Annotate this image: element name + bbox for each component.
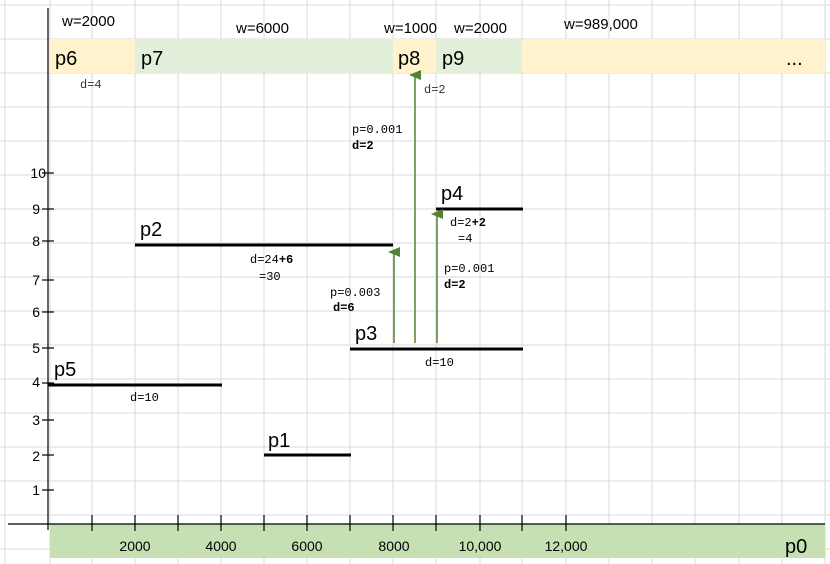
band-rest-cell bbox=[522, 39, 825, 73]
arrow-p2-d-value: d=6 bbox=[333, 301, 355, 315]
segment-p2-label: p2 bbox=[140, 219, 162, 241]
y-tick-label-7: 7 bbox=[32, 272, 40, 288]
x-tick-label-10000: 10,000 bbox=[459, 538, 502, 554]
y-tick-label-2: 2 bbox=[32, 448, 40, 464]
y-tick-label-8: 8 bbox=[32, 233, 40, 249]
y-tick-label-3: 3 bbox=[32, 412, 40, 428]
segment-p3-d-note: d=10 bbox=[425, 356, 454, 370]
segment-p1-label: p1 bbox=[268, 430, 290, 452]
p0-band bbox=[50, 524, 825, 558]
band-label-p9: p9 bbox=[442, 48, 464, 70]
segment-p4-d-note: d=2+2 bbox=[450, 216, 486, 230]
arrows: p=0.003 d=6 p=0.001 d=2 p=0.001 d=2 bbox=[330, 70, 494, 343]
arrow-p4-probability: p=0.001 bbox=[444, 262, 494, 276]
segment-p2-d-note: d=24+6 bbox=[250, 253, 293, 267]
band-p8-cell bbox=[393, 39, 436, 73]
segment-p3-label: p3 bbox=[355, 323, 377, 345]
width-label-rest: w=989,000 bbox=[563, 16, 638, 33]
y-tick-label-6: 6 bbox=[32, 304, 40, 320]
y-tick-label-1: 1 bbox=[32, 482, 40, 498]
band-label-p8: p8 bbox=[398, 48, 420, 70]
y-tick-label-10: 10 bbox=[30, 165, 46, 181]
y-tick-label-5: 5 bbox=[32, 340, 40, 356]
band-p9-cell bbox=[436, 39, 522, 73]
width-label-p8: w=1000 bbox=[383, 20, 437, 37]
y-tick-label-9: 9 bbox=[32, 201, 40, 217]
band-label-ellipsis: ... bbox=[786, 48, 803, 70]
segment-p4-label: p4 bbox=[441, 183, 463, 205]
band-p6-cell bbox=[50, 39, 135, 73]
segments: p1 p2 d=24+6 =30 p3 d=10 p4 d=2+2 =4 p5 … bbox=[48, 183, 523, 457]
width-label-p9: w=2000 bbox=[453, 20, 507, 37]
arrow-p8-d-value: d=2 bbox=[352, 139, 374, 153]
x-tick-label-8000: 8000 bbox=[378, 538, 409, 554]
band-p7-cell bbox=[135, 39, 393, 73]
x-tick-label-4000: 4000 bbox=[205, 538, 236, 554]
p0-label: p0 bbox=[785, 536, 807, 558]
arrow-p8-probability: p=0.001 bbox=[352, 123, 402, 137]
y-tick-label-4: 4 bbox=[32, 374, 40, 390]
band-label-p7: p7 bbox=[141, 48, 163, 70]
p8-d-note: d=2 bbox=[424, 83, 446, 97]
arrow-p2-probability: p=0.003 bbox=[330, 286, 380, 300]
arrow-p4-d-value: d=2 bbox=[444, 278, 466, 292]
segment-p4-d-total: =4 bbox=[458, 232, 472, 246]
width-label-p7: w=6000 bbox=[235, 20, 289, 37]
x-tick-label-12000: 12,000 bbox=[545, 538, 588, 554]
width-label-p6: w=2000 bbox=[61, 13, 115, 30]
x-axis: 2000 4000 6000 8000 10,000 12,000 p0 bbox=[8, 515, 825, 558]
band-label-p6: p6 bbox=[55, 48, 77, 70]
x-tick-label-6000: 6000 bbox=[291, 538, 322, 554]
top-band: w=2000 w=6000 w=1000 w=2000 w=989,000 p6… bbox=[50, 13, 825, 97]
segment-p5-d-note: d=10 bbox=[130, 391, 159, 405]
segment-p2-d-total: =30 bbox=[259, 270, 281, 284]
y-axis: 1 2 3 4 5 6 7 8 9 10 bbox=[30, 8, 54, 530]
segment-p5-label: p5 bbox=[54, 359, 76, 381]
p6-d-note: d=4 bbox=[80, 78, 102, 92]
x-tick-label-2000: 2000 bbox=[119, 538, 150, 554]
